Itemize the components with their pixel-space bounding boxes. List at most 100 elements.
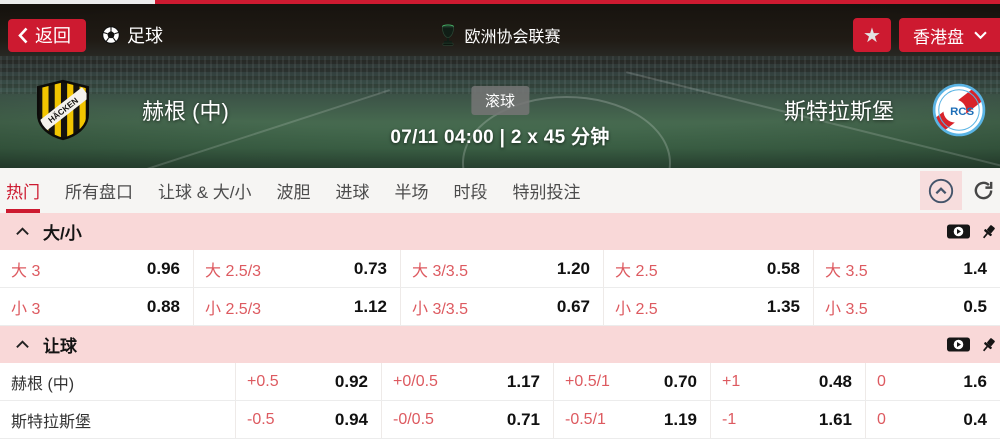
- odds-cell[interactable]: 大 3.5 1.4: [813, 250, 1000, 287]
- market-tab-bar: 热门 所有盘口 让球 & 大/小 波胆 进球 半场 时段 特别投注: [0, 168, 1000, 213]
- odds-cell[interactable]: 小 3/3.5 0.67: [400, 288, 603, 325]
- back-button[interactable]: 返回: [8, 18, 86, 52]
- odds-value: 1.19: [663, 409, 697, 429]
- odds-cell[interactable]: 大 2.5/3 0.73: [193, 250, 400, 287]
- market-row: 小 3 0.88 小 2.5/3 1.12 小 3/3.5 0.67 小 2.5 1.35 小 …: [0, 288, 1000, 326]
- odds-value: 1.61: [818, 409, 852, 429]
- tab[interactable]: 特别投注: [512, 183, 581, 202]
- odds-cell[interactable]: 小 3 0.88: [0, 288, 193, 325]
- match-teams-row: HÄCKEN 赫根 (中) 滚球 07/11 04:00 | 2 x 45 分钟…: [0, 64, 1000, 156]
- odds-label: -0.5/1: [565, 410, 606, 428]
- svg-text:RCS: RCS: [950, 106, 974, 118]
- pin-icon[interactable]: [980, 336, 997, 354]
- league-name: 欧洲协会联赛: [464, 29, 561, 46]
- tab[interactable]: 所有盘口: [65, 183, 133, 202]
- odds-label: -1: [722, 410, 737, 428]
- market-title: 大/小: [43, 224, 82, 243]
- odds-cell[interactable]: +0.5 0.92: [235, 363, 381, 400]
- league-title: 欧洲协会联赛: [439, 23, 561, 47]
- odds-cell[interactable]: -0.5/1 1.19: [553, 401, 710, 438]
- match-header-banner: 返回 足球 欧洲协会联赛: [0, 4, 1000, 168]
- progress-strip-track: [0, 0, 155, 4]
- odds-value: 1.35: [766, 296, 800, 316]
- tab[interactable]: 波胆: [276, 183, 311, 202]
- odds-value: 1.6: [963, 371, 987, 391]
- odds-value: 0.58: [766, 258, 800, 278]
- odds-value: 1.17: [506, 371, 540, 391]
- collapse-all-button[interactable]: [920, 171, 962, 210]
- away-team-name: 斯特拉斯堡: [783, 99, 894, 124]
- chevron-up-icon: [16, 340, 29, 348]
- odds-cell[interactable]: -0/0.5 0.71: [381, 401, 553, 438]
- market-title: 让球: [43, 337, 77, 356]
- progress-strip-fill: [155, 0, 1000, 4]
- odds-cell[interactable]: -1 1.61: [710, 401, 865, 438]
- odds-value: 0.70: [663, 371, 697, 391]
- odds-label: +0/0.5: [393, 372, 438, 390]
- odds-cell[interactable]: 0 0.4: [865, 401, 1000, 438]
- odds-cell[interactable]: -0.5 0.94: [235, 401, 381, 438]
- market-row: 斯特拉斯堡 -0.5 0.94 -0/0.5 0.71 -0.5/1 1.19 -1 1.61 0…: [0, 401, 1000, 439]
- odds-label: 大 2.5/3: [205, 262, 262, 280]
- odds-cell[interactable]: +0/0.5 1.17: [381, 363, 553, 400]
- odds-cell[interactable]: 大 2.5 0.58: [603, 250, 813, 287]
- odds-label: 0: [877, 410, 886, 428]
- odds-label: +0.5/1: [565, 372, 610, 390]
- market-section: 大/小 大 3 0.96 大 2.5/3 0.73 大 3/3.5 1.20 大 2.5 0.…: [0, 213, 1000, 326]
- match-status-block: 滚球 07/11 04:00 | 2 x 45 分钟: [390, 86, 609, 149]
- cashout-banknote-icon: [947, 224, 970, 239]
- kickoff-time: 07/11 04:00 | 2 x 45 分钟: [390, 127, 610, 148]
- market-row: 大 3 0.96 大 2.5/3 0.73 大 3/3.5 1.20 大 2.5 0.58 大 …: [0, 250, 1000, 288]
- odds-cell[interactable]: +1 0.48: [710, 363, 865, 400]
- odds-label: 小 3/3.5: [412, 300, 469, 318]
- odds-value: 0.4: [963, 409, 987, 429]
- top-progress-strip: [0, 0, 1000, 4]
- tab[interactable]: 半场: [394, 183, 429, 202]
- tab[interactable]: 让球 & 大/小: [158, 183, 252, 202]
- tab[interactable]: 时段: [453, 183, 488, 202]
- odds-cell[interactable]: 0 1.6: [865, 363, 1000, 400]
- odds-value: 0.96: [146, 258, 180, 278]
- tab[interactable]: 进球: [335, 183, 370, 202]
- odds-type-button[interactable]: 香港盘: [899, 18, 1000, 52]
- refresh-button[interactable]: [968, 179, 998, 202]
- chevron-left-icon: [18, 27, 28, 43]
- away-team-badge: RCS: [932, 83, 986, 137]
- odds-label: 小 3.5: [825, 300, 868, 318]
- odds-value: 0.92: [334, 371, 368, 391]
- odds-cell[interactable]: 小 3.5 0.5: [813, 288, 1000, 325]
- odds-value: 1.20: [556, 258, 590, 278]
- top-navigation-bar: 返回 足球 欧洲协会联赛: [0, 16, 1000, 54]
- home-team-badge: HÄCKEN: [36, 79, 90, 141]
- odds-cell[interactable]: 大 3 0.96: [0, 250, 193, 287]
- odds-label: 0: [877, 372, 886, 390]
- odds-cell[interactable]: 小 2.5 1.35: [603, 288, 813, 325]
- odds-label: -0.5: [247, 410, 275, 428]
- trophy-icon: [441, 24, 454, 46]
- odds-label: 小 3: [11, 300, 41, 318]
- sport-selector[interactable]: 足球: [101, 22, 163, 48]
- odds-cell[interactable]: +0.5/1 0.70: [553, 363, 710, 400]
- odds-label: 小 2.5: [615, 300, 658, 318]
- tab[interactable]: 热门: [6, 168, 40, 213]
- favorite-button[interactable]: ★: [853, 18, 891, 52]
- odds-label: 大 3.5: [825, 262, 868, 280]
- pin-icon[interactable]: [980, 223, 997, 241]
- odds-label: 大 3/3.5: [412, 262, 469, 280]
- odds-value: 0.67: [556, 296, 590, 316]
- live-badge: 滚球: [470, 86, 529, 115]
- soccer-ball-icon: [102, 26, 120, 44]
- odds-cell[interactable]: 大 3/3.5 1.20: [400, 250, 603, 287]
- home-team-name: 赫根 (中): [142, 99, 229, 124]
- team-name-cell: 斯特拉斯堡: [11, 413, 92, 431]
- odds-label: +1: [722, 372, 741, 390]
- topbar-actions: ★ 香港盘: [853, 18, 1000, 52]
- odds-label: 大 3: [11, 262, 41, 280]
- odds-cell[interactable]: 小 2.5/3 1.12: [193, 288, 400, 325]
- markets: 大/小 大 3 0.96 大 2.5/3 0.73 大 3/3.5 1.20 大 2.5 0.…: [0, 213, 1000, 439]
- odds-label: 大 2.5: [615, 262, 658, 280]
- refresh-icon: [974, 181, 992, 200]
- market-header[interactable]: 大/小: [0, 213, 1000, 250]
- market-header[interactable]: 让球: [0, 326, 1000, 363]
